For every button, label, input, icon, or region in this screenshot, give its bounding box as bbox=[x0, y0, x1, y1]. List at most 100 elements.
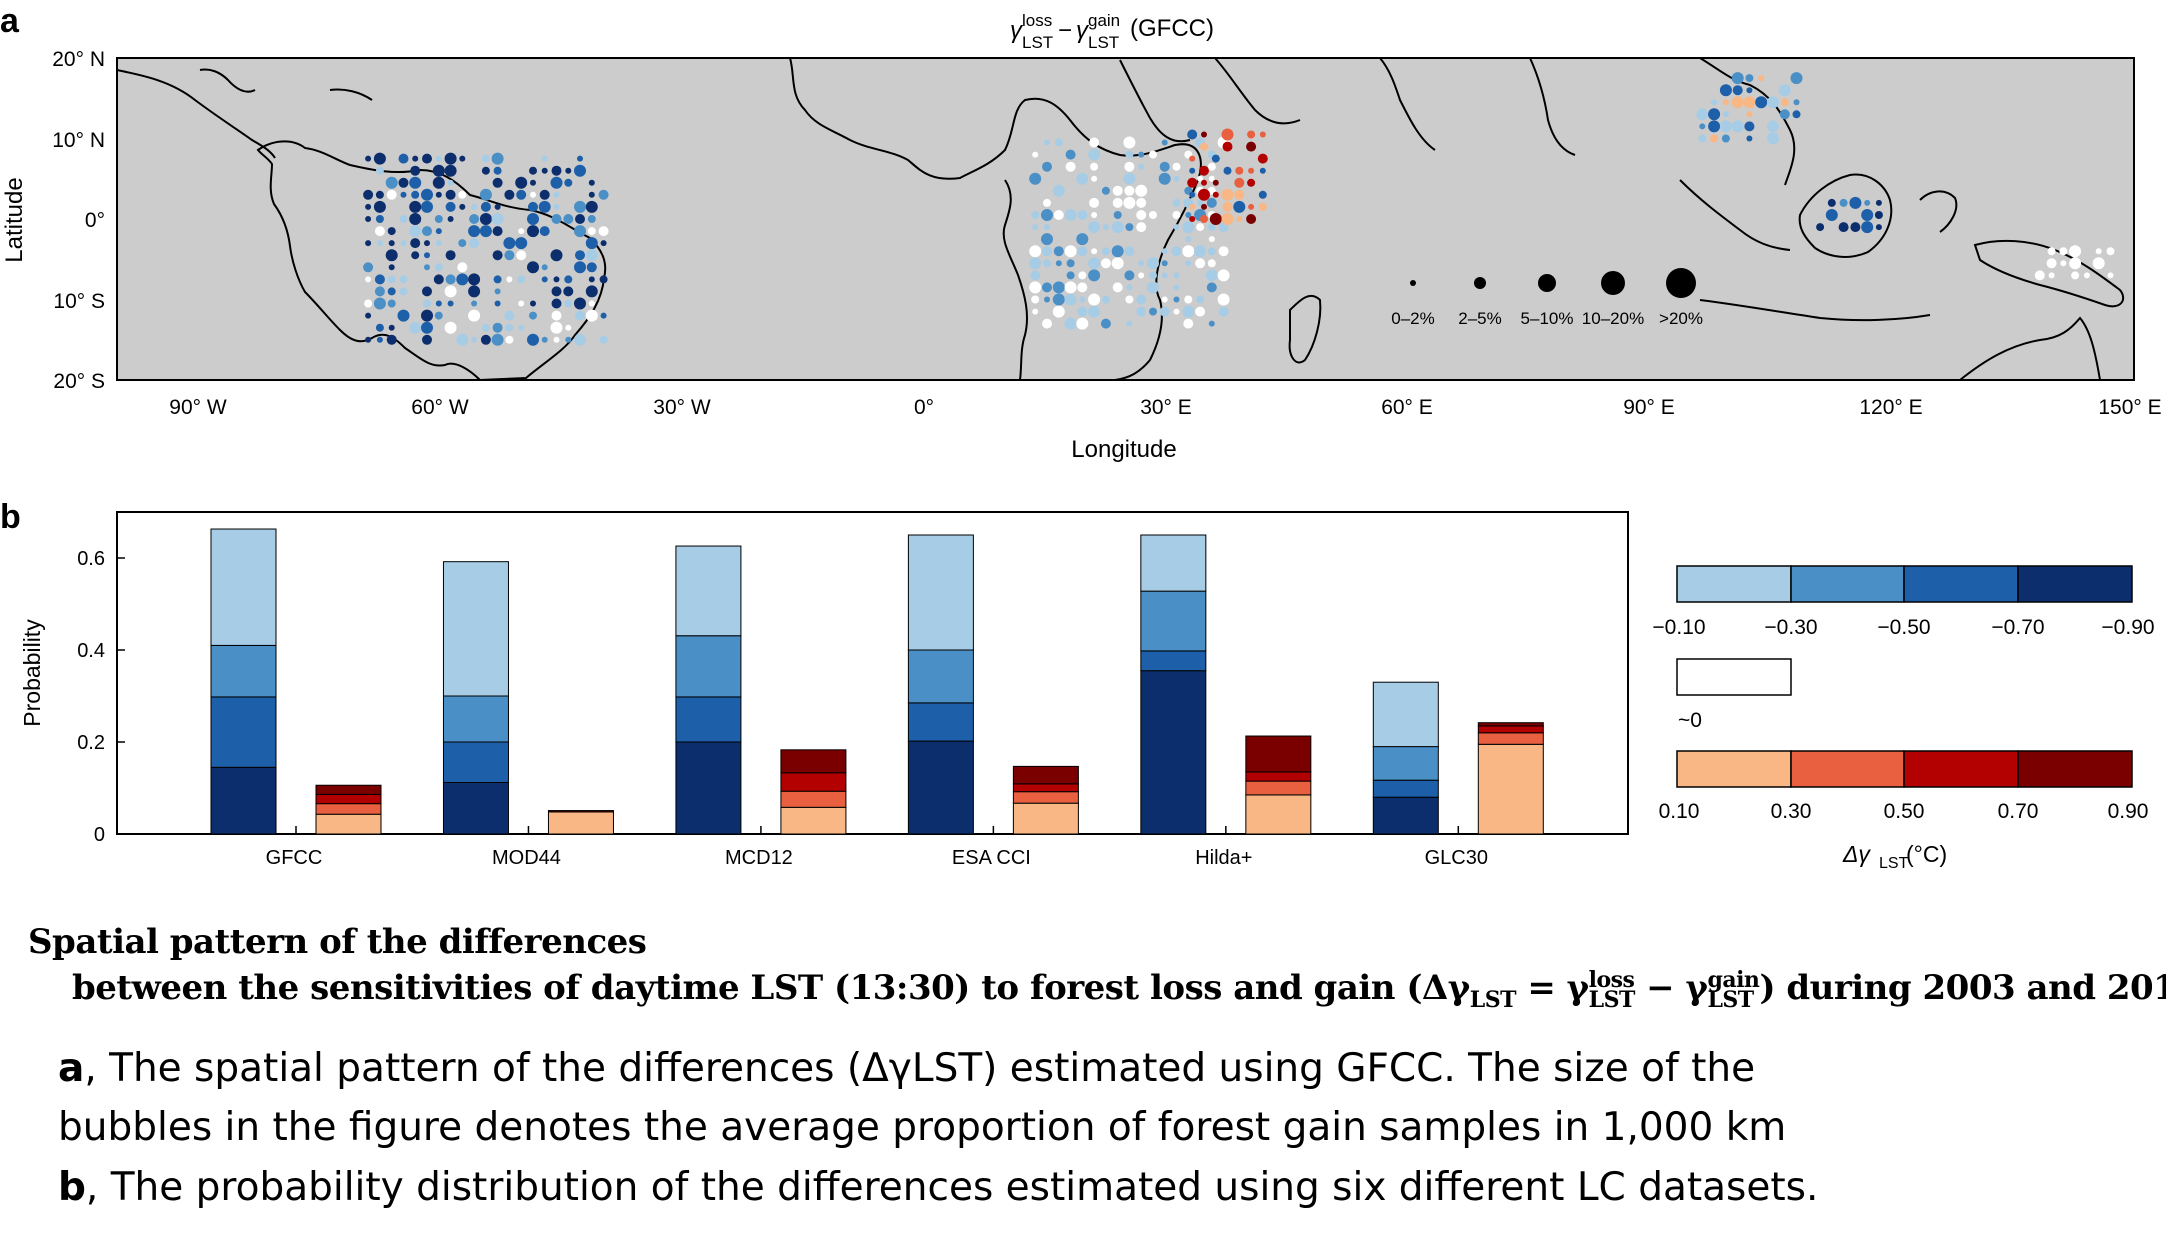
map-bubble bbox=[432, 176, 445, 189]
bar-segment bbox=[1245, 735, 1312, 773]
map-bubble bbox=[1043, 259, 1051, 268]
map-bubble bbox=[468, 309, 481, 322]
map-bubble bbox=[445, 189, 456, 200]
map-bubble bbox=[375, 190, 384, 199]
map-bubble bbox=[492, 177, 503, 188]
map-bubble bbox=[422, 286, 432, 297]
map-bubble bbox=[1767, 120, 1779, 133]
map-bubble bbox=[1064, 293, 1077, 306]
map-bubble bbox=[1123, 196, 1136, 209]
map-bubble bbox=[516, 250, 527, 261]
map-bubble bbox=[447, 300, 454, 307]
map-bubble bbox=[1864, 199, 1871, 206]
map-bubble bbox=[375, 215, 384, 223]
svg-text:0.30: 0.30 bbox=[1771, 800, 1812, 823]
map-bubble bbox=[409, 213, 422, 225]
map-bubble bbox=[457, 262, 468, 273]
map-bubble bbox=[518, 324, 525, 331]
map-bubble bbox=[1185, 260, 1192, 267]
map-bubble bbox=[565, 167, 572, 174]
map-bubble bbox=[1719, 84, 1732, 97]
map-bubble bbox=[1850, 222, 1861, 233]
bar-segment bbox=[1012, 765, 1079, 785]
map-bubble bbox=[585, 200, 598, 213]
map-bubble bbox=[444, 152, 457, 165]
map-bubble bbox=[459, 203, 466, 210]
map-bubble bbox=[1032, 224, 1039, 231]
colorbar-pos-swatch-1 bbox=[1676, 750, 1792, 788]
map-bubble bbox=[551, 214, 562, 224]
map-bubble bbox=[1044, 296, 1050, 303]
map-bubble bbox=[1090, 162, 1099, 171]
svg-text:−0.10: −0.10 bbox=[1652, 616, 1705, 639]
map-bubble bbox=[1861, 209, 1874, 221]
map-bubble bbox=[1861, 221, 1874, 234]
colorbar-neg-swatch-3 bbox=[1903, 565, 2019, 603]
map-bubble bbox=[585, 309, 598, 322]
map-bubble bbox=[1207, 223, 1216, 232]
bar-segment bbox=[1372, 681, 1439, 748]
map-bubble bbox=[574, 333, 586, 346]
map-bubble bbox=[494, 203, 501, 210]
ytick-10n: 10° N bbox=[52, 129, 105, 152]
map-bubble bbox=[1790, 72, 1803, 85]
map-bubble bbox=[1258, 202, 1267, 211]
map-bubble bbox=[1173, 175, 1180, 182]
map-bubble bbox=[1066, 259, 1075, 268]
svg-text:Δγ: Δγ bbox=[1842, 841, 1871, 867]
map-bubble bbox=[434, 263, 443, 272]
map-bubble bbox=[1197, 175, 1204, 182]
map-bubble bbox=[528, 201, 538, 212]
bar-segment bbox=[907, 740, 974, 835]
map-bubble bbox=[386, 189, 397, 200]
map-x-ticks: 90° W 60° W 30° W 0° 30° E 60° E 90° E 1… bbox=[169, 396, 2161, 419]
xtick-60w: 60° W bbox=[411, 396, 469, 419]
map-bubble bbox=[1874, 211, 1883, 219]
map-bubble bbox=[1223, 166, 1232, 175]
map-bubble bbox=[1208, 175, 1215, 182]
map-bubble bbox=[565, 336, 572, 343]
map-bubble bbox=[1138, 272, 1145, 279]
map-bubble bbox=[388, 324, 395, 331]
map-bubble bbox=[1755, 96, 1768, 109]
map-bubble bbox=[1198, 188, 1210, 201]
map-bubble bbox=[1234, 177, 1245, 188]
map-bubble bbox=[1149, 150, 1157, 159]
map-bubble bbox=[1189, 216, 1196, 222]
map-bubble bbox=[1088, 148, 1101, 161]
map-bubble bbox=[492, 226, 503, 237]
map-bubble bbox=[2048, 272, 2055, 279]
map-bubble bbox=[1042, 318, 1052, 329]
svg-text:−: − bbox=[1058, 17, 1072, 44]
svg-text:LST: LST bbox=[1088, 33, 1119, 52]
map-bubble bbox=[1185, 236, 1192, 243]
map-bubble bbox=[1172, 162, 1181, 171]
map-bubble bbox=[1044, 224, 1050, 231]
map-y-ticks: 20° N 10° N 0° 10° S 20° S bbox=[52, 48, 105, 393]
map-bubble bbox=[504, 250, 515, 261]
map-bubble bbox=[1138, 151, 1145, 158]
map-bubble bbox=[551, 310, 562, 321]
xtick-90e: 90° E bbox=[1623, 396, 1675, 419]
svg-text:0.10: 0.10 bbox=[1659, 800, 1700, 823]
map-bubble bbox=[1221, 188, 1234, 201]
map-bubble bbox=[1184, 295, 1193, 304]
map-bubble bbox=[1088, 293, 1101, 306]
bar-segment bbox=[1477, 743, 1544, 835]
map-bubble bbox=[1136, 222, 1147, 233]
bar-x-axis: GFCC MOD44 MCD12 ESA CCI Hilda+ GLC30 bbox=[266, 826, 1488, 869]
map-bubble bbox=[1221, 128, 1234, 141]
map-bubble bbox=[1743, 96, 1756, 109]
map-bubble bbox=[1149, 307, 1157, 316]
map-bubble bbox=[1233, 200, 1246, 213]
bar-segment bbox=[1140, 590, 1207, 652]
caption-title-equation: between the sensitivities of daytime LST… bbox=[72, 967, 2166, 1013]
map-bubble bbox=[2059, 247, 2068, 256]
map-bubble bbox=[409, 176, 422, 189]
bar-segment bbox=[210, 528, 277, 646]
map-bubble bbox=[587, 227, 596, 236]
map-bubble bbox=[481, 166, 490, 175]
map-bubble bbox=[541, 167, 548, 174]
bar-segment bbox=[780, 749, 847, 774]
map-bubble bbox=[1208, 236, 1215, 243]
